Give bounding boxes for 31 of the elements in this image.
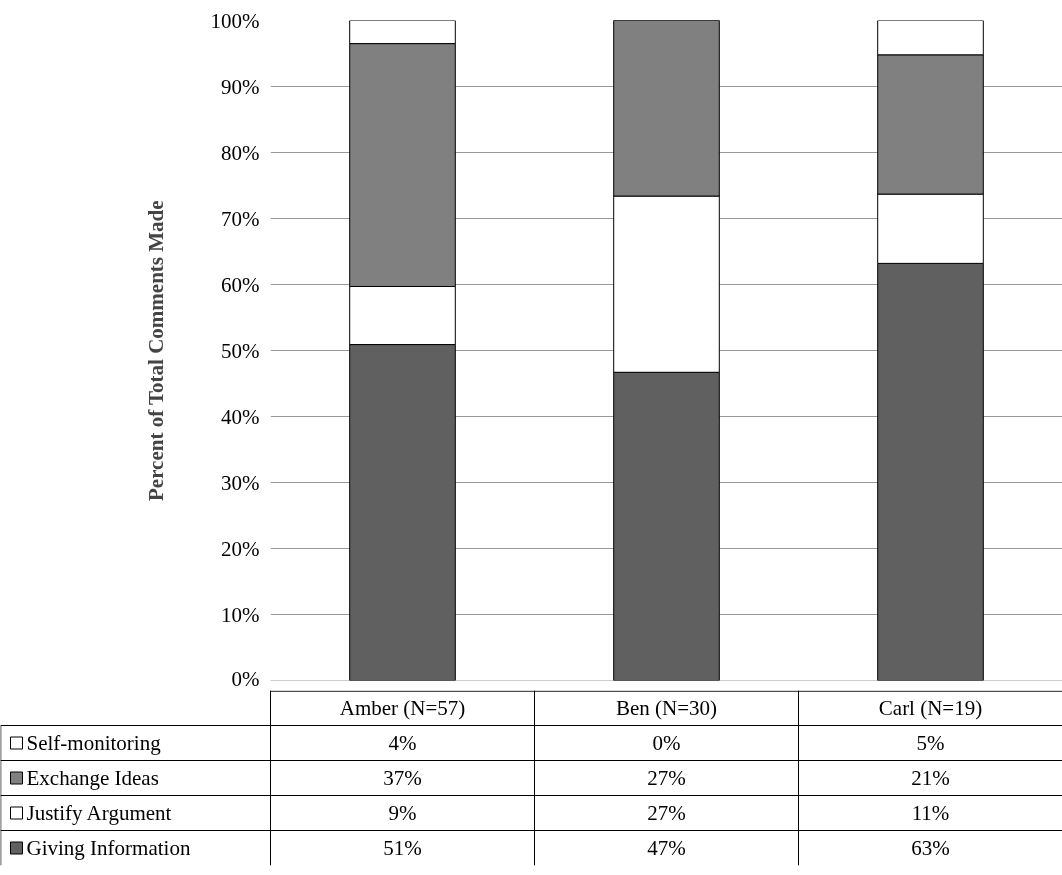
y-tick-label: 80%: [221, 140, 260, 165]
y-axis-title: Percent of Total Comments Made: [143, 200, 168, 501]
data-label: 47%: [647, 836, 686, 860]
x-tick-label: Carl (N=19): [878, 696, 983, 720]
legend-label: Giving Information: [26, 836, 191, 860]
y-tick-label: 10%: [221, 602, 260, 627]
y-tick-label: 50%: [221, 338, 260, 363]
data-label: 63%: [911, 836, 950, 860]
data-label: 51%: [383, 836, 422, 860]
y-tick-label: 100%: [210, 8, 260, 33]
legend-label: Self-monitoring: [26, 731, 162, 755]
y-tick-label: 0%: [231, 666, 260, 691]
x-tick-label: Ben (N=30): [615, 696, 718, 720]
data-label: 21%: [911, 766, 950, 790]
x-tick-label: Amber (N=57): [339, 696, 466, 720]
data-label: 4%: [388, 731, 417, 755]
y-tick-label: 30%: [221, 470, 260, 495]
y-tick-label: 40%: [221, 404, 260, 429]
legend-label: Justify Argument: [26, 801, 172, 825]
data-label: 9%: [388, 801, 417, 825]
data-label: 0%: [652, 731, 681, 755]
data-label: 37%: [383, 766, 422, 790]
y-tick-label: 20%: [221, 536, 260, 561]
y-tick-label: 70%: [221, 206, 260, 231]
data-label: 5%: [916, 731, 945, 755]
legend-label: Exchange Ideas: [26, 766, 159, 790]
y-tick-label: 60%: [221, 272, 260, 297]
data-label: 27%: [647, 766, 686, 790]
data-label: 27%: [647, 801, 686, 825]
y-tick-label: 90%: [221, 74, 260, 99]
data-label: 11%: [911, 801, 950, 825]
